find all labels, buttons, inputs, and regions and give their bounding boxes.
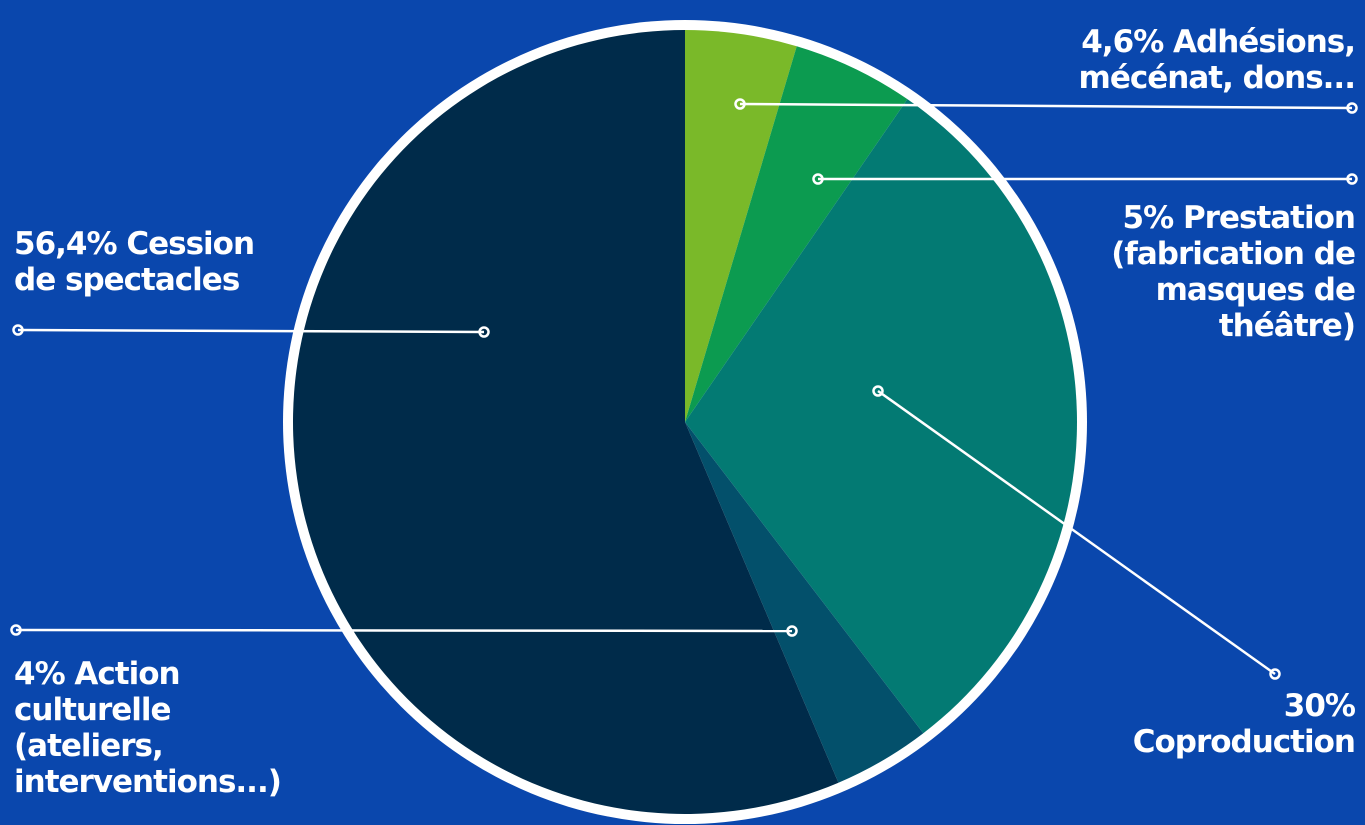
label-coproduction: 30% Coproduction <box>1132 688 1356 760</box>
pie-slices <box>292 30 1077 814</box>
leader-line-action <box>15 628 793 633</box>
label-action-culturelle: 4% Action culturelle (ateliers, interven… <box>14 656 282 800</box>
leader-dot-adhesions-0 <box>734 98 746 110</box>
leader-dot-cession-1 <box>478 326 490 338</box>
label-adhesions: 4,6% Adhésions, mécénat, dons... <box>1078 24 1356 96</box>
leader-dot-coproduction-1 <box>1269 668 1281 680</box>
leader-cession <box>12 324 490 338</box>
pie-slice-cession <box>292 30 839 814</box>
leader-dot-prestation-1 <box>1346 173 1358 185</box>
leader-line-coproduction <box>877 389 1276 676</box>
label-prestation: 5% Prestation (fabrication de masques de… <box>1111 200 1356 344</box>
leader-dot-action-0 <box>10 624 22 636</box>
label-cession: 56,4% Cession de spectacles <box>14 226 255 298</box>
pie-slice-adhesions <box>685 30 797 422</box>
leader-dot-prestation-0 <box>812 173 824 185</box>
leader-action <box>10 624 798 637</box>
leader-line-cession <box>17 328 485 334</box>
leader-lines <box>10 98 1358 680</box>
pie-slice-prestation <box>685 46 908 422</box>
leader-dot-cession-0 <box>12 324 24 336</box>
leader-dot-action-1 <box>786 625 798 637</box>
leader-adhesions <box>734 98 1358 114</box>
leader-prestation <box>812 173 1358 185</box>
leader-line-adhesions <box>739 102 1353 110</box>
pie-slice-coproduction <box>685 99 1077 734</box>
leader-dot-coproduction-0 <box>872 385 884 397</box>
pie-slice-action <box>685 422 924 783</box>
leader-coproduction <box>872 385 1281 680</box>
leader-dot-adhesions-1 <box>1346 102 1358 114</box>
